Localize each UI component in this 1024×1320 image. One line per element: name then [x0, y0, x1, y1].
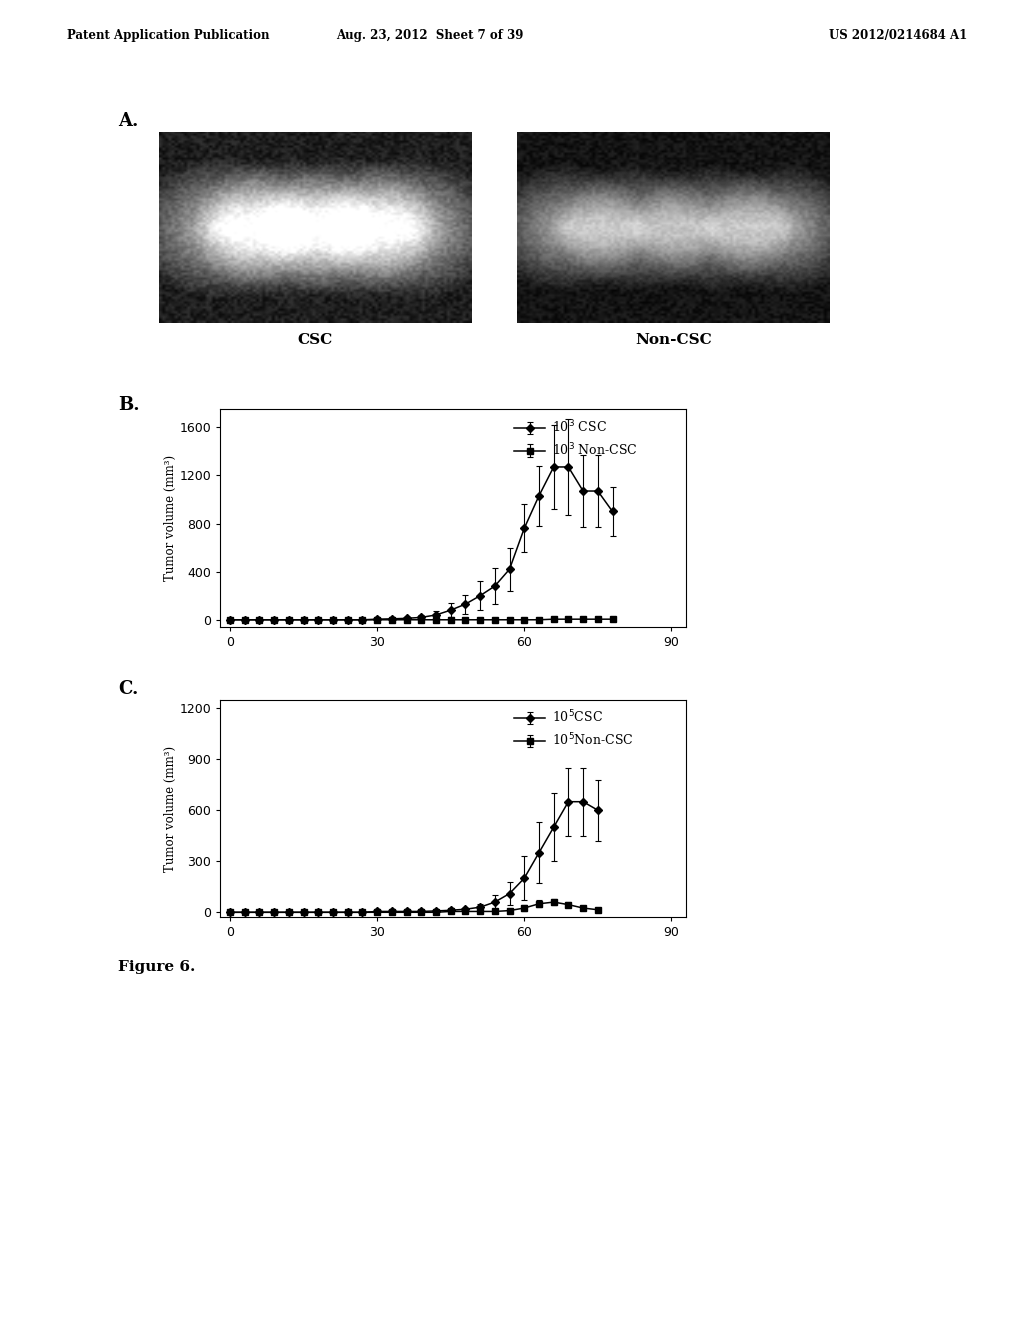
Text: US 2012/0214684 A1: US 2012/0214684 A1 [829, 29, 968, 42]
Text: Non-CSC: Non-CSC [636, 333, 712, 347]
Legend: 10$^3$ CSC, 10$^3$ Non-CSC: 10$^3$ CSC, 10$^3$ Non-CSC [509, 413, 642, 463]
Text: CSC: CSC [298, 333, 333, 347]
Text: C.: C. [118, 680, 138, 698]
Text: Patent Application Publication: Patent Application Publication [67, 29, 269, 42]
Legend: 10$^5$CSC, 10$^5$Non-CSC: 10$^5$CSC, 10$^5$Non-CSC [509, 704, 638, 754]
Y-axis label: Tumor volume (mm³): Tumor volume (mm³) [164, 746, 176, 871]
Text: B.: B. [118, 396, 139, 414]
Text: Aug. 23, 2012  Sheet 7 of 39: Aug. 23, 2012 Sheet 7 of 39 [337, 29, 523, 42]
Text: A.: A. [118, 112, 138, 131]
Text: Figure 6.: Figure 6. [118, 960, 196, 974]
Y-axis label: Tumor volume (mm³): Tumor volume (mm³) [164, 455, 176, 581]
